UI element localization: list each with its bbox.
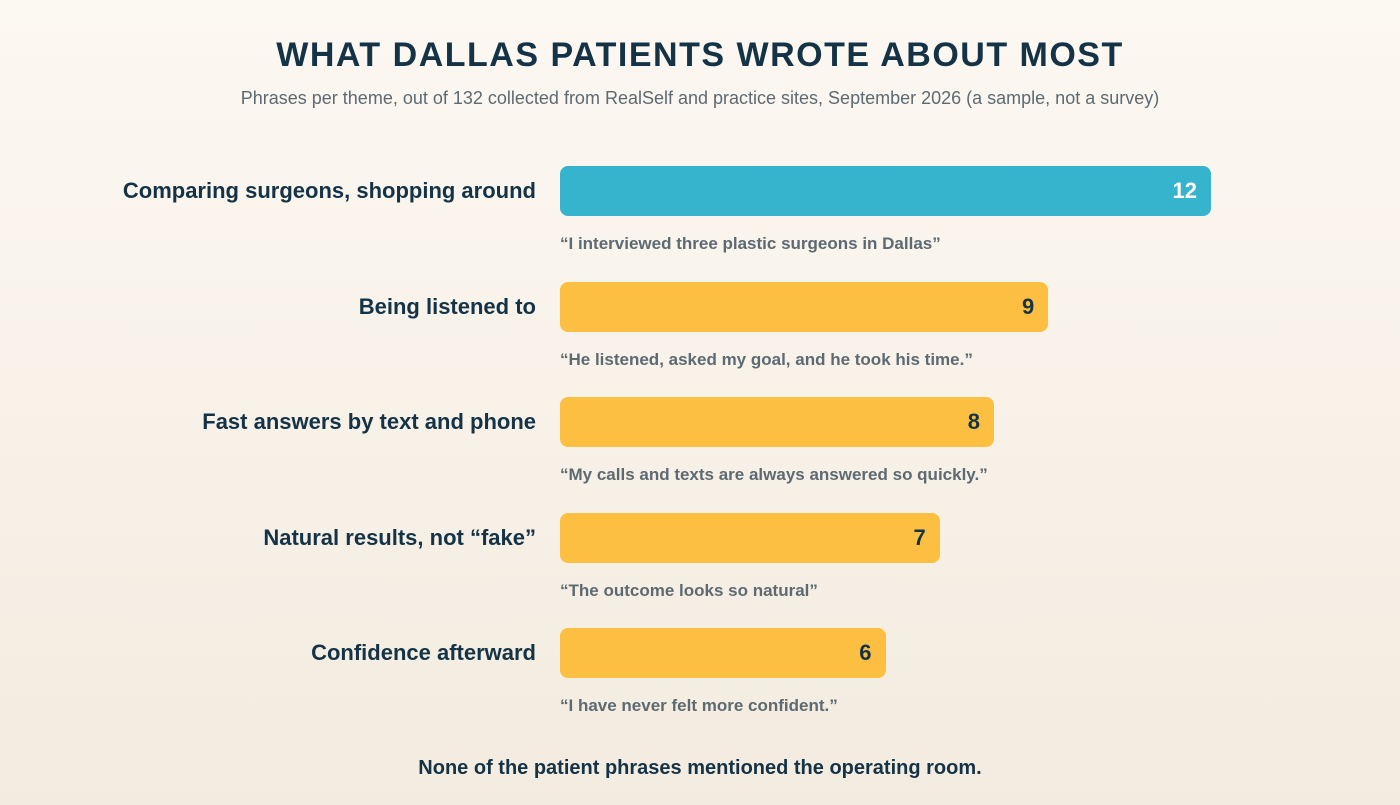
category-label: Fast answers by text and phone	[202, 409, 536, 434]
category-label: Confidence afterward	[311, 640, 536, 665]
chart-title: WHAT DALLAS PATIENTS WROTE ABOUT MOST	[276, 36, 1124, 74]
category-label: Natural results, not “fake”	[263, 524, 536, 550]
bar-value-label: 12	[1172, 178, 1197, 203]
bar	[560, 512, 940, 563]
bar-value-label: 9	[1022, 293, 1035, 319]
patient-quote: “The outcome looks so natural”	[560, 580, 818, 600]
bar	[560, 397, 994, 447]
bar-value-label: 7	[913, 524, 926, 550]
bar	[560, 281, 1049, 332]
category-label: Comparing surgeons, shopping around	[122, 178, 536, 203]
patient-quote: “I interviewed three plastic surgeons in…	[560, 234, 941, 253]
patient-quote: “He listened, asked my goal, and he took…	[560, 349, 973, 369]
bar	[560, 628, 886, 678]
bar	[560, 166, 1211, 216]
bar-value-label: 8	[967, 409, 980, 434]
patient-quote: “I have never felt more confident.”	[560, 696, 838, 715]
footnote: None of the patient phrases mentioned th…	[418, 757, 982, 779]
bar-value-label: 6	[859, 640, 872, 665]
chart-subtitle: Phrases per theme, out of 132 collected …	[240, 88, 1160, 108]
patient-quote: “My calls and texts are always answered …	[560, 465, 988, 484]
category-label: Being listened to	[358, 293, 536, 319]
